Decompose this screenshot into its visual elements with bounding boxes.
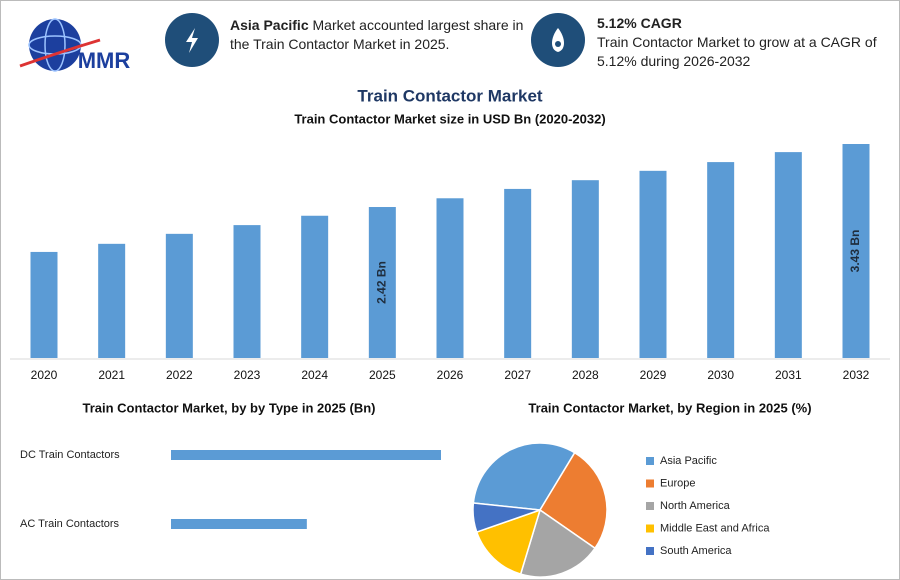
bar [98, 243, 126, 358]
legend-label: Middle East and Africa [660, 522, 770, 534]
icon-growth [531, 13, 585, 67]
bar [707, 162, 735, 358]
icon-bolt [165, 13, 219, 67]
bar [842, 144, 870, 358]
pie-slice [519, 508, 597, 578]
x-tick-label: 2020 [31, 368, 58, 382]
category-label: AC Train Contactors [20, 518, 120, 530]
pie-slice [538, 451, 608, 550]
legend-swatch [646, 457, 654, 465]
legend-swatch [646, 502, 654, 510]
highlight-text: Train Contactor Market to grow at a CAGR… [597, 34, 877, 69]
x-tick-label: 2027 [504, 368, 531, 382]
legend-swatch [646, 524, 654, 533]
bar [171, 450, 441, 460]
highlight-text: Market accounted largest share in the Tr… [230, 17, 524, 52]
bar [436, 198, 464, 358]
chart-title: Train Contactor Market [357, 86, 542, 105]
highlight-bold: Asia Pacific [230, 17, 309, 33]
category-label: DC Train Contactors [20, 449, 120, 461]
highlight-bold: 5.12% CAGR [597, 15, 682, 31]
region-chart-title: Train Contactor Market, by Region in 202… [528, 400, 811, 415]
x-tick-label: 2025 [369, 368, 396, 382]
bar [30, 251, 58, 358]
bar [774, 152, 802, 358]
x-tick-label: 2024 [301, 368, 328, 382]
bar [504, 188, 532, 358]
pie-slice [475, 508, 542, 576]
legend-swatch [646, 479, 654, 488]
logo-text: MMR [78, 48, 131, 73]
logo-globe [19, 18, 101, 72]
legend-label: South America [660, 545, 732, 557]
legend-swatch [646, 547, 654, 555]
bar [639, 170, 667, 358]
bar [571, 180, 599, 358]
x-tick-label: 2031 [775, 368, 802, 382]
bar [301, 215, 329, 358]
chart-subtitle: Train Contactor Market size in USD Bn (2… [294, 111, 605, 126]
x-tick-label: 2028 [572, 368, 599, 382]
highlight-share: Asia Pacific Market accounted largest sh… [230, 16, 530, 54]
x-tick-label: 2022 [166, 368, 193, 382]
bar [171, 519, 307, 529]
bar [368, 207, 396, 358]
x-tick-label: 2032 [843, 368, 870, 382]
legend-label: Europe [660, 477, 695, 489]
x-tick-label: 2021 [98, 368, 125, 382]
value-label: 2.42 Bn [375, 261, 389, 304]
x-tick-label: 2030 [707, 368, 734, 382]
pie-slice [472, 502, 541, 533]
x-tick-label: 2029 [640, 368, 667, 382]
highlight-cagr: 5.12% CAGR Train Contactor Market to grow… [597, 14, 887, 71]
value-label: 3.43 Bn [848, 230, 862, 273]
x-tick-label: 2023 [234, 368, 261, 382]
legend-label: North America [660, 500, 731, 512]
x-tick-label: 2026 [437, 368, 464, 382]
type-chart-title: Train Contactor Market, by by Type in 20… [82, 400, 375, 415]
bar [233, 225, 261, 358]
bar [165, 233, 193, 358]
legend-label: Asia Pacific [660, 455, 717, 467]
